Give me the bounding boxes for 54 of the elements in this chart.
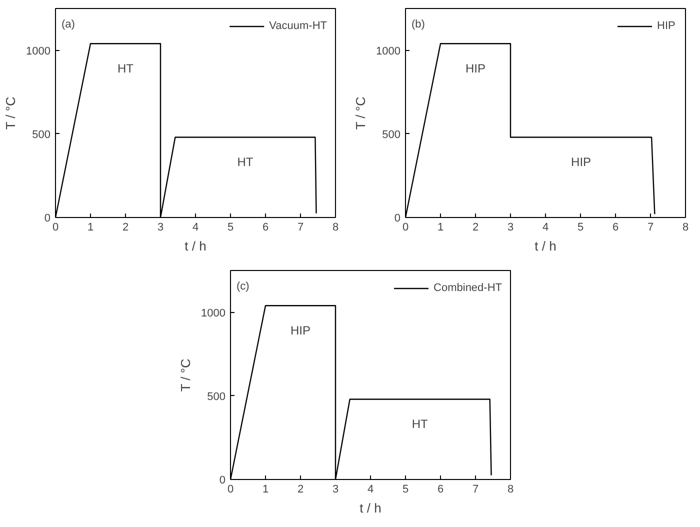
y-tick-label: 0 (394, 212, 401, 224)
y-tick-label: 500 (382, 128, 401, 141)
x-tick-label: 0 (227, 484, 234, 496)
x-axis-title: t / h (534, 238, 556, 254)
y-tick-label: 500 (207, 390, 226, 403)
x-tick-label: 8 (507, 484, 514, 496)
y-tick-label: 0 (44, 212, 51, 224)
annotation: (a) (62, 18, 75, 30)
annotation: HIP (571, 155, 592, 170)
y-tick-label: 1000 (201, 307, 226, 320)
x-tick-label: 4 (192, 222, 199, 234)
y-tick-label: 500 (32, 128, 51, 141)
x-tick-label: 3 (332, 484, 339, 496)
x-axis-title: t / h (184, 238, 206, 254)
annotation: HIP (290, 324, 311, 338)
x-tick-label: 1 (437, 222, 444, 234)
x-tick-label: 4 (542, 222, 549, 234)
x-tick-label: 1 (87, 222, 94, 234)
y-axis-title: T / °C (353, 96, 368, 130)
y-axis-title: T / °C (3, 96, 18, 130)
x-tick-label: 6 (437, 484, 444, 496)
x-tick-label: 5 (402, 484, 409, 496)
legend-label: Combined-HT (434, 282, 502, 294)
x-tick-label: 4 (367, 484, 374, 496)
annotation: (b) (412, 18, 425, 30)
x-tick-label: 5 (577, 222, 584, 234)
y-tick-label: 1000 (26, 45, 51, 58)
x-tick-label: 5 (227, 222, 234, 234)
annotation: (c) (236, 280, 250, 292)
x-tick-label: 2 (122, 222, 129, 234)
x-tick-label: 8 (682, 222, 689, 234)
x-tick-label: 7 (472, 484, 479, 496)
annotation: HT (237, 155, 254, 170)
x-tick-label: 3 (507, 222, 514, 234)
annotation: HT (118, 62, 134, 76)
x-tick-label: 6 (612, 222, 619, 234)
x-tick-label: 7 (297, 222, 304, 234)
x-tick-label: 2 (472, 222, 479, 234)
x-axis-title: t / h (360, 500, 382, 516)
x-tick-label: 0 (402, 222, 409, 234)
x-tick-label: 2 (297, 484, 304, 496)
x-tick-label: 7 (647, 222, 654, 234)
legend-label: Vacuum-HT (269, 20, 327, 32)
x-tick-label: 0 (52, 222, 59, 234)
x-tick-label: 3 (157, 222, 164, 234)
x-tick-label: 1 (262, 484, 269, 496)
x-tick-label: 8 (332, 222, 339, 234)
annotation: HIP (466, 62, 486, 76)
legend-label: HIP (657, 20, 676, 32)
x-tick-label: 6 (262, 222, 269, 234)
y-axis-title: T / °C (178, 358, 194, 392)
annotation: HT (412, 417, 429, 432)
y-tick-label: 1000 (376, 45, 401, 58)
y-tick-label: 0 (219, 474, 226, 486)
